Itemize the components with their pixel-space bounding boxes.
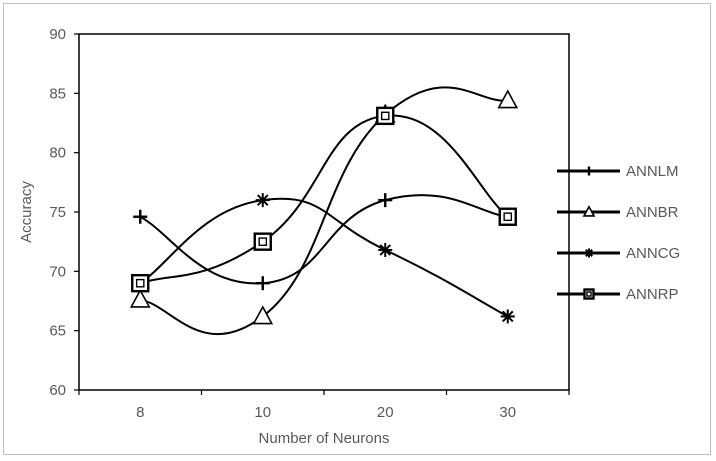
y-tick-label: 80 bbox=[49, 145, 66, 162]
series-line bbox=[139, 194, 508, 285]
legend-label: ANNBR bbox=[626, 204, 679, 221]
y-axis-title: Accuracy bbox=[18, 181, 35, 243]
x-tick-label: 8 bbox=[136, 404, 144, 421]
legend-label: ANNLM bbox=[626, 163, 679, 180]
x-axis-title: Number of Neurons bbox=[259, 430, 390, 447]
data-point bbox=[133, 209, 148, 224]
series-layer bbox=[129, 86, 519, 336]
data-point bbox=[252, 305, 274, 325]
x-tick-label: 20 bbox=[377, 404, 394, 421]
data-point bbox=[253, 232, 272, 251]
legend-item-annlm: ANNLM bbox=[557, 163, 679, 180]
data-point bbox=[255, 276, 270, 291]
series-line bbox=[139, 197, 509, 318]
series-annrp bbox=[131, 106, 517, 293]
legend: ANNLM ANNBR ANNCG ANNRP bbox=[557, 163, 680, 303]
data-point bbox=[131, 274, 150, 293]
series-line bbox=[140, 86, 508, 336]
y-axis: 60 65 70 75 80 85 90 bbox=[49, 26, 79, 399]
legend-marker bbox=[584, 166, 594, 176]
y-tick-label: 70 bbox=[49, 263, 66, 280]
data-point bbox=[498, 207, 517, 226]
y-tick-label: 60 bbox=[49, 382, 66, 399]
legend-item-annrp: ANNRP bbox=[557, 286, 679, 303]
data-point bbox=[129, 288, 151, 308]
data-point bbox=[378, 193, 393, 208]
y-tick-label: 85 bbox=[49, 85, 66, 102]
legend-label: ANNCG bbox=[626, 245, 680, 262]
y-tick-label: 75 bbox=[49, 204, 66, 221]
legend-label: ANNRP bbox=[626, 286, 679, 303]
legend-marker bbox=[582, 205, 596, 217]
chart-frame bbox=[3, 3, 711, 455]
y-tick-label: 65 bbox=[49, 323, 66, 340]
legend-item-anncg: ANNCG bbox=[557, 245, 680, 262]
data-point bbox=[500, 309, 515, 324]
x-tick-label: 30 bbox=[499, 404, 516, 421]
legend-marker bbox=[584, 248, 594, 258]
x-tick-label: 10 bbox=[254, 404, 271, 421]
data-point bbox=[497, 89, 519, 109]
y-tick-label: 90 bbox=[49, 26, 66, 43]
series-annlm bbox=[133, 193, 515, 291]
data-point bbox=[255, 193, 270, 208]
data-point bbox=[376, 106, 395, 126]
data-point bbox=[378, 242, 393, 257]
series-line bbox=[139, 114, 509, 285]
legend-item-annbr: ANNBR bbox=[557, 204, 679, 221]
legend-marker bbox=[583, 288, 595, 300]
x-axis: 8 10 20 30 bbox=[78, 390, 570, 421]
